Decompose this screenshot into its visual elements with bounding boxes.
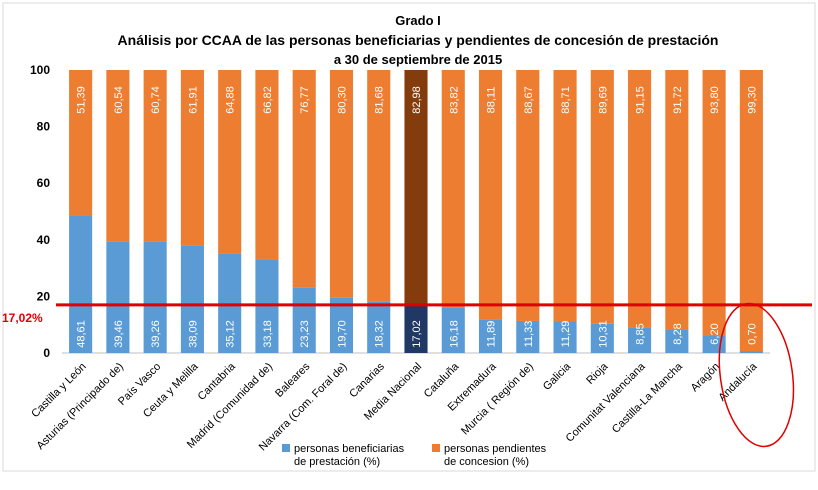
data-label-beneficiarias: 8,85 xyxy=(635,323,647,344)
data-label-beneficiarias: 19,70 xyxy=(336,320,348,348)
reference-line-label: 17,02% xyxy=(2,311,43,325)
chart-title-line-1: Grado I xyxy=(395,13,441,28)
data-label-pendientes: 60,54 xyxy=(113,86,125,114)
bar-beneficiarias xyxy=(553,321,577,353)
bar-pendientes xyxy=(106,70,130,242)
y-tick-label: 40 xyxy=(37,233,51,247)
data-label-pendientes: 88,67 xyxy=(523,86,535,114)
data-label-pendientes: 81,68 xyxy=(374,86,386,114)
data-label-beneficiarias: 39,26 xyxy=(150,320,162,348)
bar-pendientes xyxy=(255,70,279,260)
data-label-beneficiarias: 10,31 xyxy=(597,320,609,348)
data-label-beneficiarias: 23,23 xyxy=(299,320,311,348)
bar-beneficiarias xyxy=(69,215,93,353)
y-tick-label: 20 xyxy=(37,289,51,303)
legend-swatch xyxy=(282,444,290,452)
data-label-beneficiarias: 6,20 xyxy=(709,323,721,344)
bar-pendientes xyxy=(665,70,689,330)
data-label-beneficiarias: 11,89 xyxy=(486,321,498,348)
data-label-pendientes: 76,77 xyxy=(299,86,311,114)
data-label-beneficiarias: 0,70 xyxy=(746,323,758,344)
bar-beneficiarias xyxy=(590,323,614,353)
data-label-pendientes: 88,11 xyxy=(486,87,498,114)
bar-pendientes xyxy=(516,70,540,321)
data-label-pendientes: 64,88 xyxy=(225,86,237,114)
bar-beneficiarias xyxy=(478,319,503,353)
data-label-beneficiarias: 38,09 xyxy=(187,320,199,348)
bar-pendientes xyxy=(69,70,93,216)
bar-pendientes xyxy=(702,70,726,336)
data-label-pendientes: 51,39 xyxy=(76,86,88,114)
bar-pendientes xyxy=(367,70,391,302)
data-label-pendientes: 80,30 xyxy=(336,86,348,114)
data-label-pendientes: 88,71 xyxy=(560,86,572,114)
bar-beneficiarias xyxy=(180,245,204,353)
data-label-beneficiarias: 16,18 xyxy=(448,320,460,348)
bar-beneficiarias xyxy=(404,304,428,353)
bar-beneficiarias xyxy=(628,327,652,353)
bar-pendientes xyxy=(218,70,242,254)
legend-label: personas pendientes xyxy=(444,443,547,455)
circle-annotation xyxy=(718,302,795,448)
bar-pendientes xyxy=(628,70,652,328)
chart-title-line-3: a 30 de septiembre de 2015 xyxy=(334,52,502,67)
bar-beneficiarias xyxy=(516,320,540,353)
legend-label: personas beneficiarias xyxy=(294,443,405,455)
bar-pendientes xyxy=(180,70,204,246)
bar-pendientes xyxy=(590,70,614,324)
bar-beneficiarias xyxy=(143,241,167,353)
y-tick-label: 100 xyxy=(30,63,50,77)
chart-title-line-2: Análisis por CCAA de las personas benefi… xyxy=(118,32,719,48)
data-label-beneficiarias: 48,61 xyxy=(76,320,88,348)
bar-pendientes xyxy=(739,70,763,352)
legend-swatch xyxy=(432,444,440,452)
data-label-pendientes: 89,69 xyxy=(597,86,609,114)
data-label-pendientes: 99,30 xyxy=(746,86,758,114)
data-label-beneficiarias: 11,29 xyxy=(560,321,572,348)
data-label-beneficiarias: 39,46 xyxy=(113,320,125,348)
bar-pendientes xyxy=(292,70,316,288)
data-label-pendientes: 61,91 xyxy=(187,86,199,114)
data-label-beneficiarias: 35,12 xyxy=(225,320,237,348)
bar-beneficiarias xyxy=(665,329,689,353)
bar-pendientes xyxy=(143,70,167,242)
bar-beneficiarias xyxy=(218,253,242,353)
bar-pendientes xyxy=(441,70,465,308)
legend-label: de concesion (%) xyxy=(444,456,529,468)
data-label-pendientes: 83,82 xyxy=(448,86,460,114)
data-label-beneficiarias: 18,32 xyxy=(374,320,386,348)
bar-pendientes xyxy=(478,70,503,320)
y-tick-label: 0 xyxy=(43,346,50,360)
bar-beneficiarias xyxy=(739,351,763,353)
data-label-pendientes: 91,72 xyxy=(672,86,684,114)
bar-beneficiarias xyxy=(367,301,391,353)
data-label-pendientes: 82,98 xyxy=(411,86,423,114)
data-label-beneficiarias: 8,28 xyxy=(672,323,684,344)
data-label-beneficiarias: 33,18 xyxy=(262,320,274,348)
data-label-pendientes: 91,15 xyxy=(635,86,647,114)
data-label-beneficiarias: 11,33 xyxy=(523,321,535,348)
bar-pendientes xyxy=(329,70,354,298)
bar-beneficiarias xyxy=(329,297,354,353)
bar-beneficiarias xyxy=(106,241,130,353)
data-label-pendientes: 60,74 xyxy=(150,86,162,114)
legend-label: de prestación (%) xyxy=(294,456,380,468)
bar-beneficiarias xyxy=(441,307,465,353)
y-tick-label: 60 xyxy=(37,176,51,190)
data-label-pendientes: 93,80 xyxy=(709,86,721,114)
bar-pendientes xyxy=(404,70,428,305)
data-label-beneficiarias: 17,02 xyxy=(411,320,423,348)
bar-pendientes xyxy=(553,70,577,322)
y-tick-label: 80 xyxy=(37,120,51,134)
data-label-pendientes: 66,82 xyxy=(262,86,274,114)
